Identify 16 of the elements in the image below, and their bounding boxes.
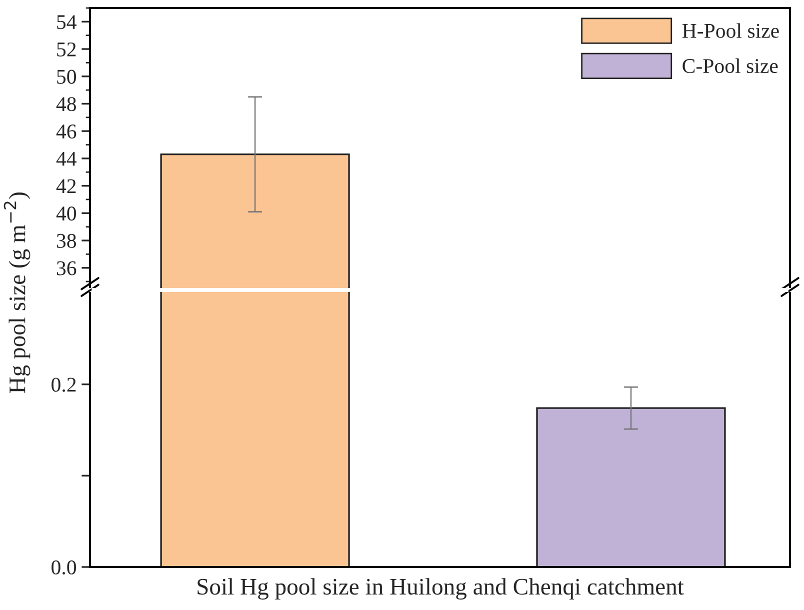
y-tick-label: 0.2 [52, 378, 76, 392]
y-tick-label: 48 [56, 97, 76, 112]
y-tick-label: 52 [57, 42, 76, 56]
y-tick-label: 50 [57, 70, 76, 84]
y-tick-label: 46 [56, 124, 76, 139]
x-axis-title: Soil Hg pool size in Huilong and Chenqi catchment [198, 578, 684, 600]
legend-label: H-Pool size [682, 23, 779, 38]
y-tick-label: 44 [56, 152, 76, 166]
y-tick-label: 40 [56, 206, 76, 221]
y-tick-label: 42 [56, 179, 76, 194]
y-axis-title: Hg pool size (g m$^{−2}$) [4, 192, 30, 394]
legend-label: C-Pool size [682, 58, 778, 74]
y-tick-label: 36 [56, 261, 76, 276]
y-tick-label: 38 [56, 234, 76, 248]
y-tick-label: 0.0 [52, 560, 76, 575]
y-tick-label: 54 [57, 15, 76, 30]
